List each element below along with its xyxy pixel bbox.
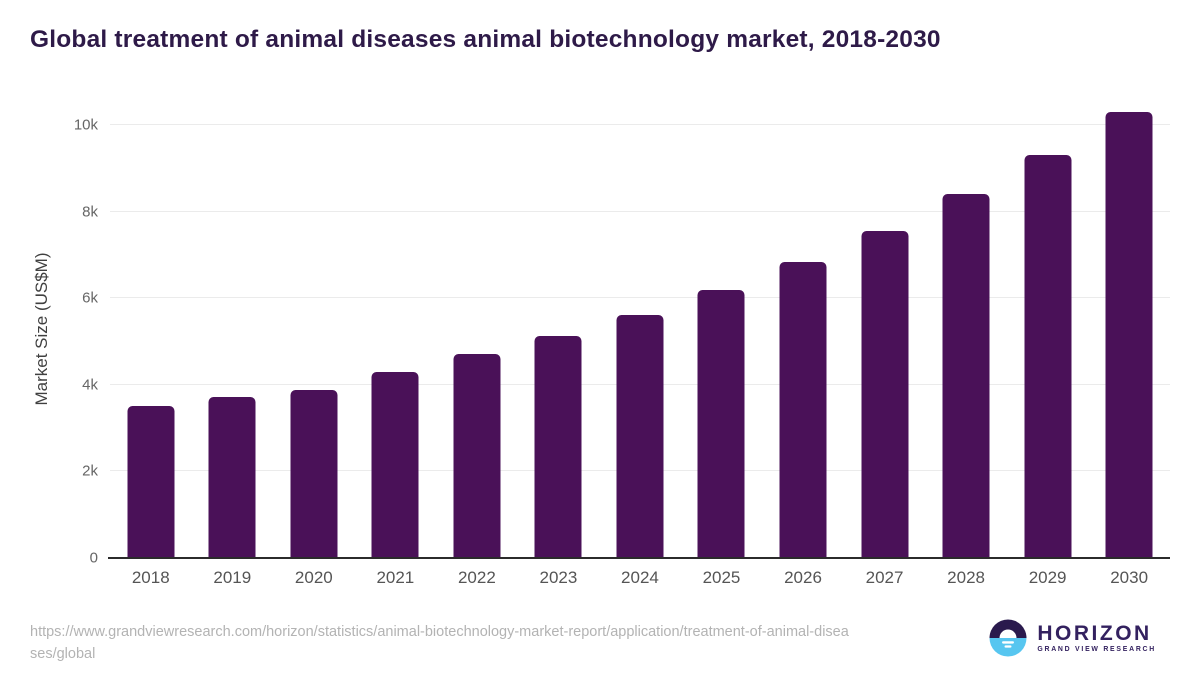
x-tick-label-2029: 2029 (1028, 568, 1067, 587)
bar-slot-2029 (1007, 100, 1089, 558)
bar-slot-2021 (355, 100, 437, 558)
bar-2029 (1024, 155, 1072, 558)
y-tick-label-4k: 4k (82, 376, 98, 394)
horizon-logo-text: HORIZON GRAND VIEW RESEARCH (1037, 622, 1156, 654)
y-tick-label-0: 0 (89, 549, 98, 567)
x-tick-label-2018: 2018 (131, 568, 170, 587)
x-tick-label-2021: 2021 (376, 568, 415, 587)
x-axis-line (108, 557, 1170, 559)
y-tick-label-8k: 8k (82, 203, 98, 221)
horizon-logo-name: HORIZON (1037, 622, 1152, 645)
bar-slot-2019 (192, 100, 274, 558)
x-tick-label-2027: 2027 (865, 568, 904, 587)
bar-2028 (942, 193, 990, 558)
x-tick-label-2026: 2026 (784, 568, 822, 587)
bar-series (110, 100, 1170, 558)
bar-slot-2027 (844, 100, 926, 558)
source-url: https://www.grandviewresearch.com/horizo… (30, 621, 960, 665)
x-tick-label-2030: 2030 (1110, 568, 1149, 587)
bar-slot-2026 (762, 100, 844, 558)
bar-slot-2030 (1088, 100, 1170, 558)
bar-2024 (616, 315, 664, 558)
x-tick-label-2025: 2025 (702, 568, 741, 587)
bar-2030 (1105, 111, 1153, 558)
bar-2020 (290, 389, 338, 558)
bar-2026 (779, 262, 827, 558)
bar-slot-2025 (681, 100, 763, 558)
y-tick-label-6k: 6k (82, 289, 98, 307)
y-tick-label-2k: 2k (82, 462, 98, 480)
grid-line-8000 (110, 210, 1170, 212)
bar-2021 (371, 371, 419, 558)
grid-line-6000 (110, 297, 1170, 299)
x-tick-label-2028: 2028 (947, 568, 985, 587)
horizon-logo-subtitle: GRAND VIEW RESEARCH (1037, 646, 1156, 653)
bar-2025 (697, 290, 745, 558)
x-axis-tick-labels: 2018 2019 2020 2021 2022 2023 2024 2025 2026 2027… (110, 568, 1170, 588)
bar-slot-2022 (436, 100, 518, 558)
horizon-logo-icon (988, 618, 1028, 658)
bar-2019 (208, 396, 256, 558)
plot-area (108, 100, 1170, 559)
source-url-line-1: https://www.grandviewresearch.com/horizo… (30, 624, 849, 640)
bar-2018 (127, 405, 175, 558)
bar-2027 (861, 230, 909, 558)
bar-2023 (534, 335, 582, 558)
x-tick-label-2024: 2024 (621, 568, 659, 587)
bar-slot-2023 (518, 100, 600, 558)
source-url-line-2: ses/global (30, 646, 96, 662)
x-tick-label-2022: 2022 (457, 568, 496, 587)
horizon-logo: HORIZON GRAND VIEW RESEARCH (988, 618, 1156, 658)
bar-slot-2024 (599, 100, 681, 558)
bar-slot-2018 (110, 100, 192, 558)
y-axis-tick-labels: 0 2k 4k 6k 8k 10k (0, 100, 98, 567)
y-tick-label-10k: 10k (73, 116, 98, 134)
bar-slot-2028 (925, 100, 1007, 558)
grid-line-10000 (110, 124, 1170, 126)
bar-2022 (453, 353, 501, 558)
x-tick-label-2020: 2020 (294, 568, 333, 587)
x-tick-label-2019: 2019 (213, 568, 252, 587)
bar-slot-2020 (273, 100, 355, 558)
page-title: Global treatment of animal diseases anim… (30, 26, 941, 53)
x-tick-label-2023: 2023 (539, 568, 578, 587)
